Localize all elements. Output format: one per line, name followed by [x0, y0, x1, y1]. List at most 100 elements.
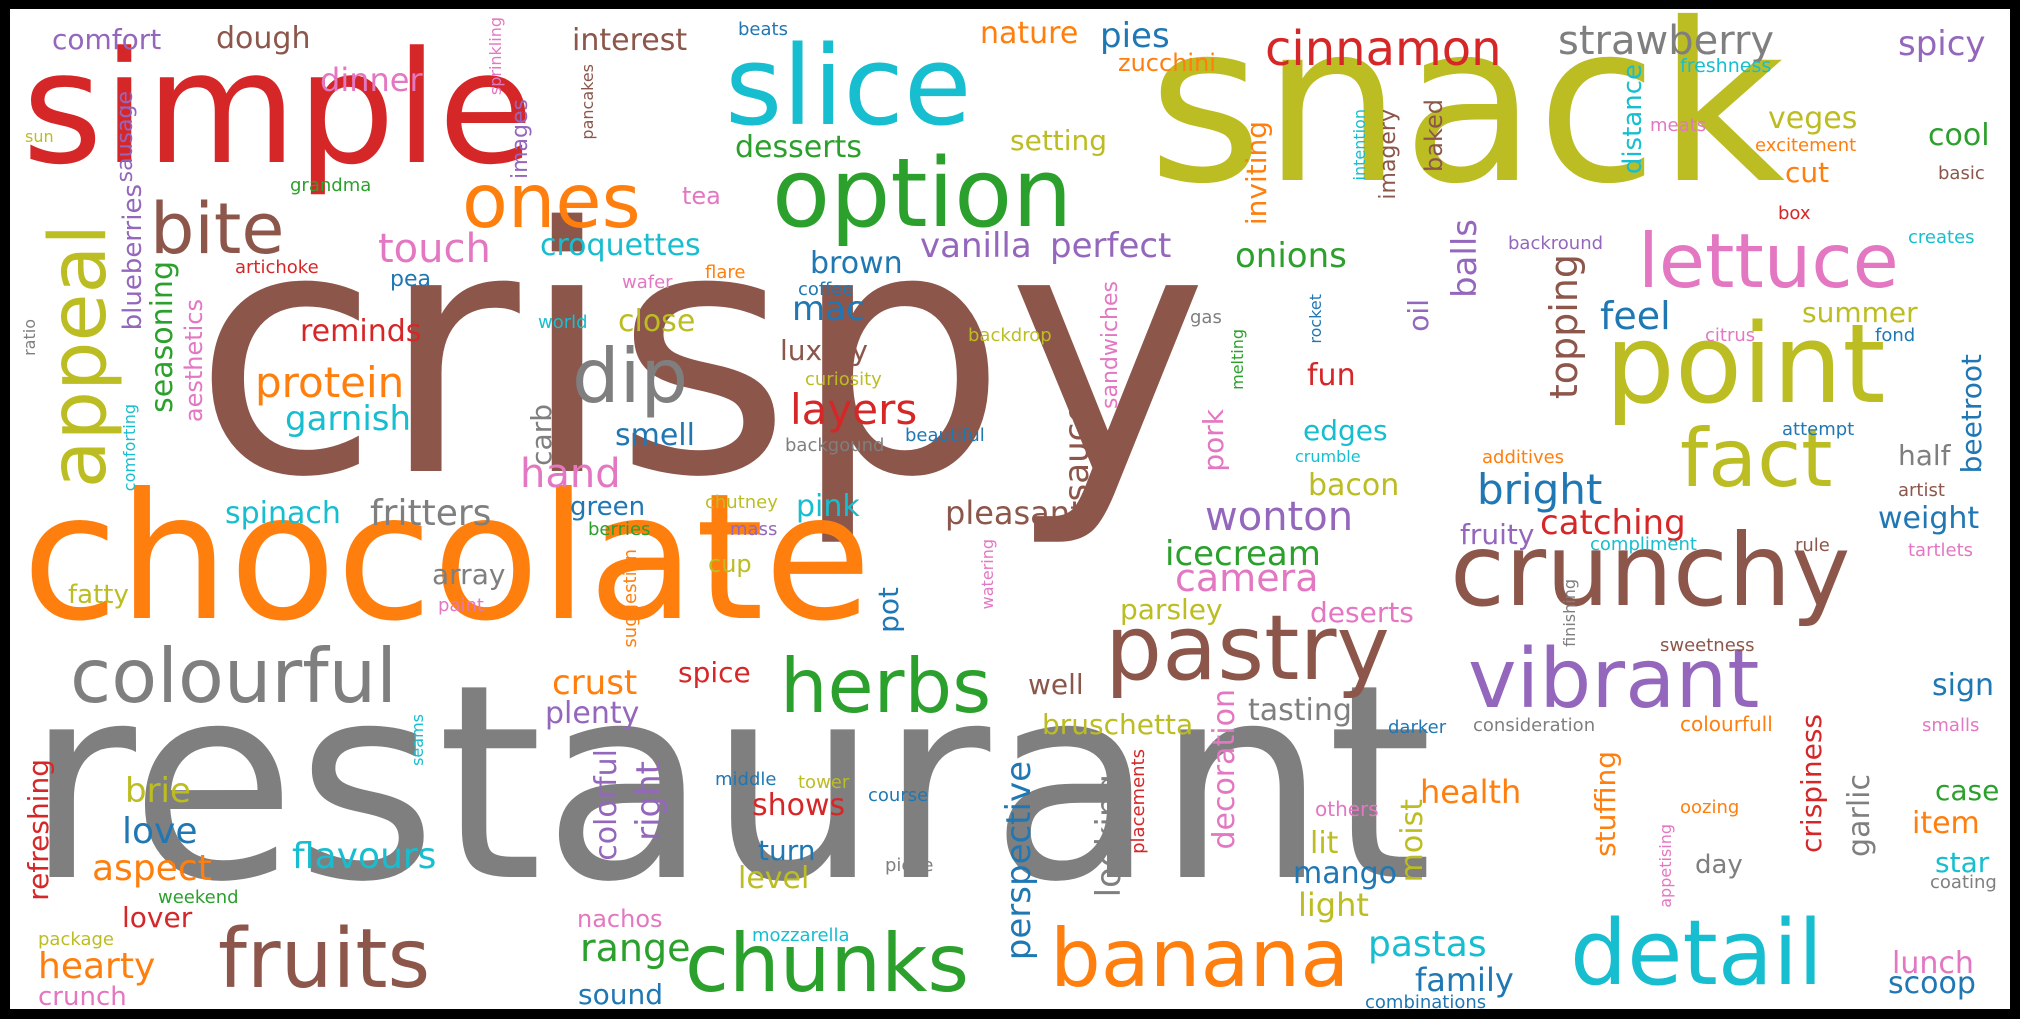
- word-wonton: wonton: [1205, 494, 1354, 540]
- word-brown: brown: [810, 246, 903, 281]
- word-fatty: fatty: [68, 580, 129, 610]
- word-interest: interest: [572, 23, 688, 58]
- word-feel: feel: [1600, 294, 1671, 338]
- word-gas: gas: [1190, 307, 1222, 328]
- word-compliment: compliment: [1590, 534, 1697, 555]
- word-fun: fun: [1307, 358, 1356, 393]
- word-array: array: [432, 558, 506, 591]
- word-colourful: colourful: [70, 632, 397, 720]
- word-dough: dough: [216, 21, 311, 56]
- word-health: health: [1420, 773, 1522, 811]
- word-placements: placements: [1128, 749, 1149, 854]
- word-seams: seams: [408, 714, 427, 766]
- word-well: well: [1028, 668, 1084, 701]
- word-option: option: [772, 139, 1073, 249]
- word-lover: lover: [122, 901, 193, 934]
- word-touch: touch: [378, 226, 491, 272]
- word-baked: baked: [1420, 99, 1448, 172]
- word-parsley: parsley: [1120, 593, 1223, 626]
- word-nature: nature: [980, 16, 1079, 51]
- word-sign: sign: [1932, 668, 1995, 703]
- word-range: range: [580, 926, 691, 970]
- word-pot: pot: [872, 587, 905, 633]
- word-pastry: pastry: [1105, 596, 1390, 701]
- word-oozing: oozing: [1680, 797, 1740, 818]
- word-desserts: desserts: [735, 130, 862, 165]
- word-plenty: plenty: [545, 696, 640, 731]
- word-spinach: spinach: [225, 496, 341, 531]
- word-sausage: sausage: [113, 91, 138, 183]
- word-smell: smell: [615, 418, 695, 453]
- word-edges: edges: [1303, 414, 1388, 447]
- word-restaurant: restaurant: [25, 626, 1433, 941]
- word-setting: setting: [1010, 124, 1108, 157]
- word-sweetness: sweetness: [1660, 635, 1755, 656]
- word-lit: lit: [1310, 826, 1339, 861]
- word-perspective: perspective: [999, 761, 1039, 961]
- word-bite: bite: [150, 188, 285, 270]
- word-fond: fond: [1875, 325, 1916, 346]
- word-sauces: sauces: [1057, 384, 1097, 502]
- word-hand: hand: [520, 451, 621, 497]
- word-pea: pea: [390, 267, 431, 292]
- word-backgound: backgound: [785, 435, 885, 456]
- word-wafer: wafer: [622, 272, 673, 293]
- word-mass: mass: [730, 519, 778, 540]
- word-artichoke: artichoke: [235, 257, 319, 278]
- word-fruity: fruity: [1460, 518, 1535, 551]
- word-sun: sun: [25, 127, 54, 146]
- word-excitement: excitement: [1755, 135, 1857, 156]
- word-shows: shows: [752, 788, 846, 823]
- word-pies: pies: [1100, 16, 1170, 56]
- word-pleasant: pleasant: [945, 494, 1083, 532]
- word-fritters: fritters: [370, 493, 492, 534]
- word-perfect: perfect: [1050, 226, 1172, 266]
- word-snack: snack: [1148, 9, 1786, 232]
- word-appeal: appeal: [34, 224, 124, 489]
- word-vanilla: vanilla: [920, 226, 1032, 266]
- word-suggestion: suggestion: [620, 549, 641, 648]
- word-green: green: [570, 492, 646, 522]
- word-cloud: crispy restaurant snack chocolate simple…: [10, 9, 2010, 1009]
- word-simple: simple: [22, 18, 534, 199]
- word-layers: layers: [790, 385, 918, 434]
- word-chutney: chutney: [705, 492, 778, 513]
- word-aspect: aspect: [92, 848, 212, 889]
- word-curiosity: curiosity: [805, 369, 882, 390]
- word-weight: weight: [1878, 501, 1980, 536]
- word-pork: pork: [1197, 409, 1230, 472]
- word-rule: rule: [1795, 535, 1830, 556]
- word-topping: topping: [1542, 254, 1586, 400]
- word-comfort: comfort: [52, 23, 162, 56]
- word-crust: crust: [552, 663, 638, 703]
- word-tasting: tasting: [1248, 693, 1352, 728]
- word-citrus: citrus: [1705, 325, 1756, 346]
- word-sprinkling: sprinkling: [486, 17, 505, 96]
- word-star: star: [1935, 846, 1990, 879]
- word-bacon: bacon: [1308, 468, 1400, 503]
- word-creates: creates: [1908, 227, 1975, 248]
- word-flare: flare: [705, 262, 746, 283]
- word-world: world: [538, 312, 588, 333]
- word-colourfull: colourfull: [1680, 712, 1773, 736]
- word-garlic: garlic: [1842, 774, 1877, 857]
- word-fact: fact: [1680, 412, 1833, 505]
- word-protein: protein: [255, 358, 405, 407]
- word-catching: catching: [1540, 503, 1686, 543]
- word-rocket: rocket: [1306, 294, 1325, 344]
- word-mac: mac: [792, 289, 865, 329]
- word-nachos: nachos: [577, 905, 663, 933]
- word-backdrop: backdrop: [968, 325, 1052, 346]
- word-right: right: [629, 761, 669, 841]
- word-spicy: spicy: [1898, 24, 1986, 64]
- word-meats: meats: [1650, 115, 1707, 136]
- word-family: family: [1415, 961, 1514, 999]
- word-coating: coating: [1930, 872, 1997, 893]
- word-tower: tower: [798, 772, 850, 793]
- word-cinnamon: cinnamon: [1265, 21, 1502, 77]
- word-images: images: [508, 99, 533, 179]
- word-chunks: chunks: [685, 917, 970, 1009]
- word-ratio: ratio: [20, 319, 39, 356]
- word-bright: bright: [1477, 465, 1603, 514]
- word-crunch: crunch: [38, 982, 127, 1009]
